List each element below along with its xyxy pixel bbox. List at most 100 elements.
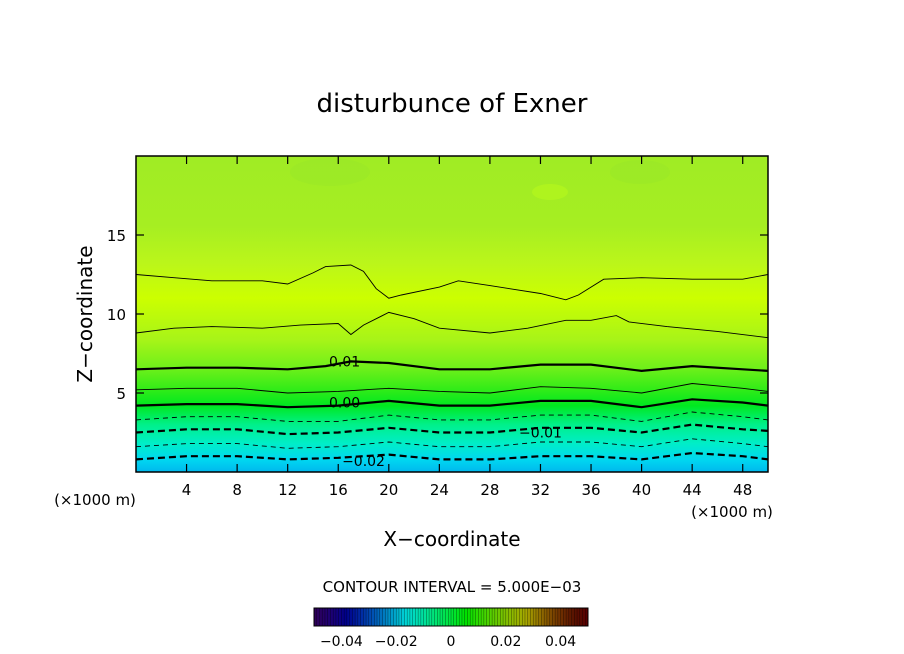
colorbar-cell xyxy=(546,608,551,626)
colorbar-cell xyxy=(582,608,586,626)
colorbar-cell xyxy=(467,608,471,626)
colorbar-cell xyxy=(459,608,463,626)
x-axis-label: X−coordinate xyxy=(383,527,520,551)
colorbar-cell xyxy=(577,608,581,626)
colorbar-cell xyxy=(557,608,561,626)
field-patch xyxy=(290,158,370,186)
colorbar-cell xyxy=(483,608,488,626)
colorbar-tick-label: −0.04 xyxy=(320,634,363,650)
colorbar-cell xyxy=(544,608,548,626)
x-tick-label: 12 xyxy=(278,481,297,499)
contour-lines xyxy=(136,264,768,461)
colorbar-cell xyxy=(574,608,578,626)
colorbar-cell xyxy=(352,608,356,626)
colorbar-cell xyxy=(579,608,583,626)
colorbar-cell xyxy=(538,608,542,626)
colorbar-cell xyxy=(489,608,493,626)
colorbar-cell xyxy=(426,608,430,626)
contour-line-4 xyxy=(136,398,768,409)
x-tick-label: 20 xyxy=(379,481,398,499)
field-fill xyxy=(136,156,768,472)
colorbar-cell xyxy=(371,608,375,626)
colorbar-cell xyxy=(516,608,520,626)
colorbar-cell xyxy=(379,608,383,626)
colorbar-cell xyxy=(494,608,498,626)
colorbar-cell xyxy=(396,608,400,626)
colorbar-cell xyxy=(404,608,408,626)
colorbar-cell xyxy=(530,608,534,626)
colorbar-cell xyxy=(382,608,386,626)
colorbar-cell xyxy=(464,608,468,626)
x-tick-label: 24 xyxy=(430,481,449,499)
x-tick-label: 40 xyxy=(632,481,651,499)
colorbar-cell xyxy=(357,608,361,626)
colorbar-tick-label: −0.02 xyxy=(375,634,418,650)
colorbar-cell xyxy=(387,608,392,626)
colorbar-cell xyxy=(492,608,496,626)
colorbar-cell xyxy=(500,608,504,626)
colorbar-cell xyxy=(445,608,449,626)
colorbar-cell xyxy=(346,608,351,626)
colorbar-cell xyxy=(511,608,515,626)
contour-labels: 0.01 0.00 −0.01 −0.02 xyxy=(329,354,562,470)
contour-line-2 xyxy=(136,360,768,373)
contour-line-1 xyxy=(136,311,768,339)
colorbar-cell xyxy=(453,608,457,626)
colorbar-cell xyxy=(549,608,553,626)
colorbar-cell xyxy=(429,608,433,626)
x-tick-label: 16 xyxy=(329,481,348,499)
colorbar-cell xyxy=(420,608,424,626)
x-tick-label: 44 xyxy=(683,481,702,499)
x-tick-label: 36 xyxy=(581,481,600,499)
colorbar-cell xyxy=(390,608,394,626)
colorbar-cell xyxy=(398,608,403,626)
colorbar-cell xyxy=(385,608,389,626)
colorbar-cell xyxy=(377,608,381,626)
y-axis-label: Z−coordinate xyxy=(73,245,97,382)
colorbar-cell xyxy=(522,608,526,626)
colorbar: −0.04 −0.02 0 0.02 0.04 xyxy=(313,607,589,650)
contour-label-1: 0.00 xyxy=(329,395,360,411)
colorbar-cell xyxy=(319,608,323,626)
colorbar-cell xyxy=(418,608,422,626)
chart-title: disturbunce of Exner xyxy=(317,89,588,119)
field-patch xyxy=(610,160,670,184)
contour-line-0 xyxy=(136,264,768,301)
colorbar-cell xyxy=(407,608,411,626)
colorbar-cell xyxy=(552,608,556,626)
colorbar-cell xyxy=(324,608,329,626)
colorbar-cell xyxy=(527,608,531,626)
y-tick-label: 15 xyxy=(107,227,126,245)
colorbar-cell xyxy=(338,608,342,626)
colorbar-cell xyxy=(401,608,405,626)
field-patch xyxy=(532,184,568,200)
colorbar-cell xyxy=(341,608,345,626)
colorbar-cell xyxy=(451,608,455,626)
colorbar-cell xyxy=(335,608,340,626)
colorbar-cell xyxy=(437,608,441,626)
colorbar-frame xyxy=(313,607,589,627)
colorbar-cell xyxy=(566,608,570,626)
colorbar-cell xyxy=(560,608,564,626)
colorbar-cell xyxy=(461,608,466,626)
colorbar-cell xyxy=(393,608,397,626)
contour-label-0: 0.01 xyxy=(329,354,360,370)
colorbar-cell xyxy=(563,608,567,626)
colorbar-cell xyxy=(505,608,509,626)
colorbar-cell xyxy=(486,608,490,626)
x-tick-label: 28 xyxy=(480,481,499,499)
colorbar-cell xyxy=(472,608,477,626)
colorbar-cell xyxy=(508,608,512,626)
colorbar-cell xyxy=(585,608,589,626)
colorbar-cell xyxy=(533,608,537,626)
x-tick-label: 48 xyxy=(733,481,752,499)
colorbar-cell xyxy=(355,608,359,626)
colorbar-cell xyxy=(571,608,575,626)
colorbar-cell xyxy=(415,608,419,626)
x-tick-label: 8 xyxy=(232,481,242,499)
colorbar-cell xyxy=(360,608,364,626)
contour-line-5 xyxy=(136,411,768,422)
y-axis-ticks: 5 10 15 xyxy=(107,227,768,403)
colorbar-cell xyxy=(519,608,523,626)
